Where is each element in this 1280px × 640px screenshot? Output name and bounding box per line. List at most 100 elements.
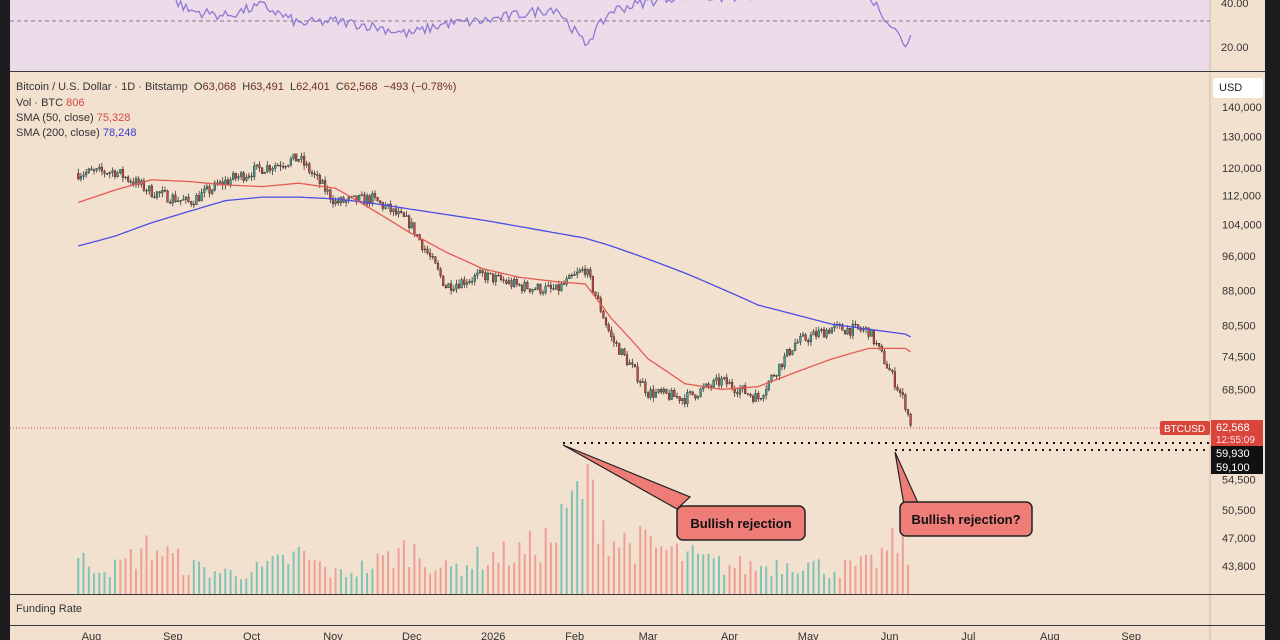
candle-body bbox=[699, 388, 702, 397]
candle-body bbox=[476, 272, 479, 276]
candle-body bbox=[471, 281, 474, 283]
annotation-bullish-rejection: Bullish rejection bbox=[690, 516, 791, 531]
candle-body bbox=[738, 388, 742, 395]
volume-bar bbox=[649, 536, 652, 594]
volume-bar bbox=[418, 558, 421, 594]
candle-body bbox=[113, 170, 117, 177]
time-tick-label: Jul bbox=[961, 631, 975, 640]
candle-body bbox=[108, 172, 111, 174]
candle-body bbox=[100, 166, 103, 172]
candle-body bbox=[615, 342, 618, 344]
candle-body bbox=[872, 329, 875, 344]
candle-body bbox=[607, 324, 610, 331]
candle-body bbox=[531, 288, 534, 292]
sma200-line bbox=[78, 196, 911, 338]
candle-body bbox=[465, 282, 468, 285]
candle-body bbox=[539, 284, 542, 294]
volume-bar bbox=[570, 490, 573, 594]
callout-pointer-1 bbox=[562, 444, 692, 510]
candle-body bbox=[754, 393, 757, 402]
volume-bar bbox=[82, 553, 85, 594]
candle-body bbox=[452, 288, 455, 291]
candle-body bbox=[885, 363, 889, 369]
candle-body bbox=[292, 153, 295, 159]
legend-sma50-row[interactable]: SMA (50, close) 75,328 bbox=[16, 112, 130, 124]
candle-body bbox=[389, 203, 392, 212]
candle-body bbox=[263, 171, 266, 174]
candle-body bbox=[518, 283, 521, 286]
candle-body bbox=[899, 389, 902, 393]
volume-bar bbox=[486, 565, 489, 594]
volume-bar bbox=[712, 558, 715, 594]
price-axis[interactable] bbox=[1210, 0, 1265, 640]
candle-body bbox=[633, 364, 636, 367]
volume-bar bbox=[166, 546, 169, 594]
candle-body bbox=[279, 164, 282, 167]
volume-bar bbox=[670, 546, 673, 594]
candle-body bbox=[363, 194, 366, 205]
symbol-tag-label: BTCUSD bbox=[1164, 424, 1205, 435]
volume-bar bbox=[334, 568, 337, 594]
candle-body bbox=[187, 196, 190, 202]
candle-body bbox=[410, 222, 413, 228]
candle-body bbox=[799, 336, 802, 343]
candle-body bbox=[126, 176, 130, 182]
time-tick-label: Feb bbox=[565, 631, 584, 640]
volume-bar bbox=[681, 561, 684, 594]
candle-body bbox=[203, 188, 206, 193]
currency-button[interactable]: USD bbox=[1213, 78, 1263, 98]
volume-bar bbox=[87, 566, 90, 594]
candle-body bbox=[174, 194, 177, 202]
candle-body bbox=[190, 201, 193, 205]
volume-bar bbox=[397, 547, 400, 594]
candle-body bbox=[565, 278, 568, 285]
volume-bar bbox=[297, 546, 300, 594]
candle-body bbox=[594, 291, 597, 297]
candle-body bbox=[625, 354, 629, 365]
candle-body bbox=[641, 381, 644, 384]
price-tick-label: 140,000 bbox=[1222, 102, 1262, 114]
volume-bar bbox=[560, 504, 563, 594]
volume-bar bbox=[618, 547, 621, 594]
candle-body bbox=[820, 329, 823, 331]
volume-bar bbox=[387, 551, 390, 594]
candle-body bbox=[562, 283, 566, 285]
volume-bar bbox=[497, 562, 500, 594]
candle-body bbox=[373, 193, 377, 198]
volume-bar bbox=[192, 560, 195, 594]
candle-body bbox=[725, 377, 728, 385]
volume-bar bbox=[655, 547, 657, 594]
callout-box-1 bbox=[676, 505, 806, 541]
legend-symbol-row[interactable]: Bitcoin / U.S. Dollar · 1D · Bitstamp O6… bbox=[16, 81, 456, 93]
volume-bar bbox=[744, 574, 747, 594]
volume-bar bbox=[528, 530, 531, 594]
candle-body bbox=[644, 381, 647, 394]
volume-bar bbox=[812, 560, 815, 594]
candle-body bbox=[851, 323, 854, 336]
candle-body bbox=[906, 409, 910, 415]
price-tick-label: 80,500 bbox=[1222, 321, 1256, 333]
candle-body bbox=[450, 283, 453, 291]
candle-body bbox=[712, 380, 715, 388]
candle-body bbox=[896, 387, 899, 391]
candle-body bbox=[274, 165, 277, 169]
candle-body bbox=[775, 375, 778, 377]
volume-bar bbox=[786, 563, 789, 594]
volume-bar bbox=[313, 559, 316, 594]
candle-body bbox=[736, 392, 739, 395]
candle-body bbox=[400, 211, 403, 213]
legend-sma200-row[interactable]: SMA (200, close) 78,248 bbox=[16, 127, 136, 139]
legend-volume-row[interactable]: Vol · BTC 806 bbox=[16, 97, 85, 109]
volume-bar bbox=[423, 567, 426, 594]
volume-bars bbox=[77, 464, 909, 594]
volume-bar bbox=[633, 563, 636, 594]
volume-bar bbox=[145, 535, 148, 594]
volume-bar bbox=[271, 556, 274, 594]
volume-bar bbox=[781, 573, 783, 594]
volume-bar bbox=[465, 565, 468, 594]
sma50-label: SMA (50, close) bbox=[16, 112, 94, 124]
candle-body bbox=[129, 180, 132, 183]
volume-bar bbox=[807, 562, 810, 594]
candle-body bbox=[234, 173, 237, 179]
